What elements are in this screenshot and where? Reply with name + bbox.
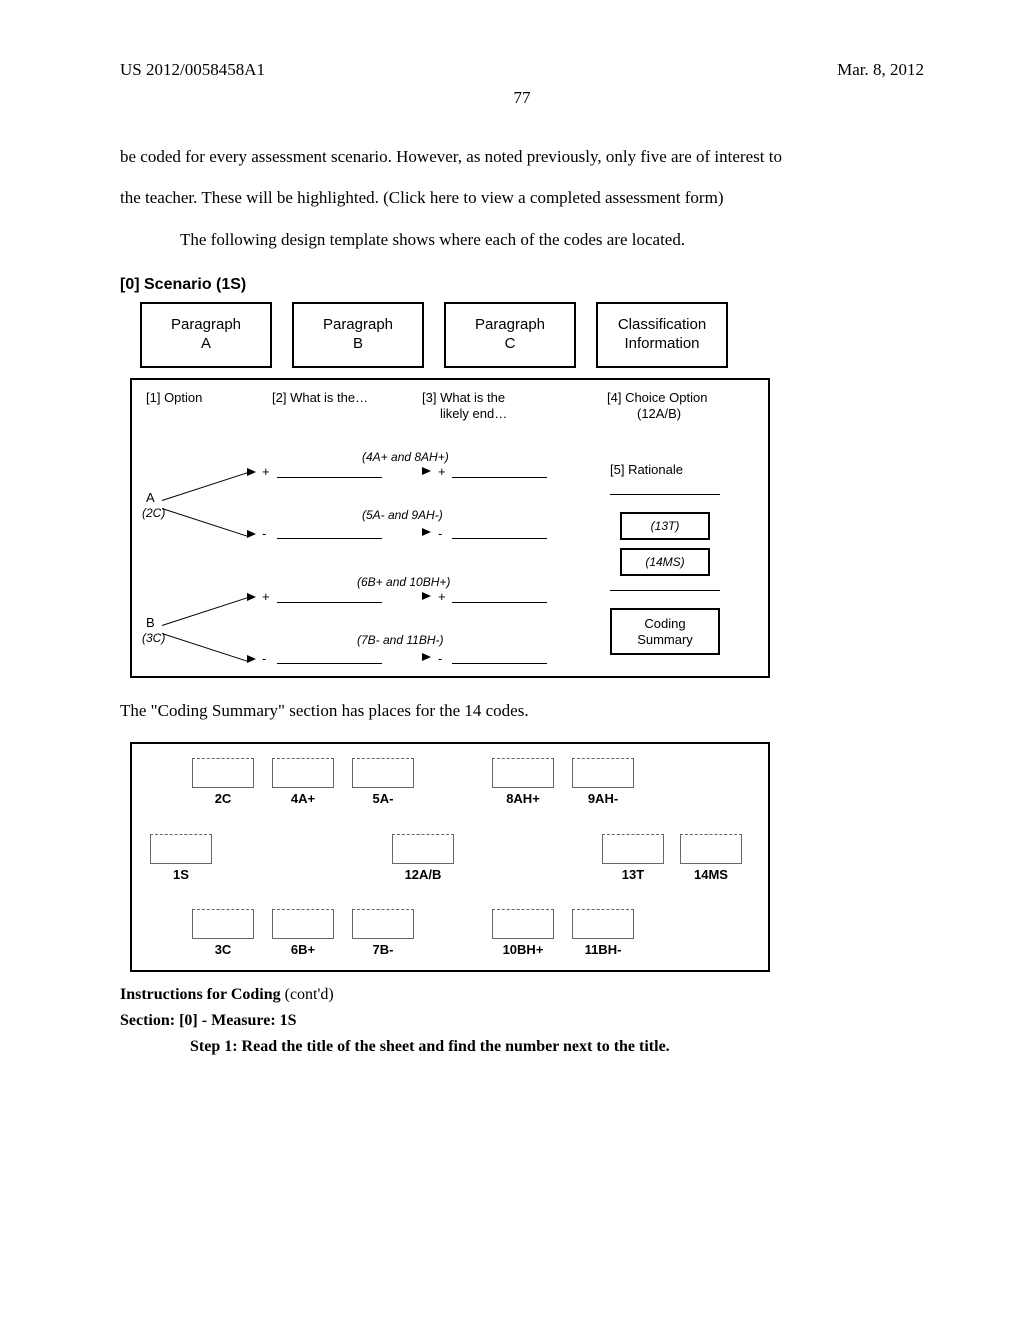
slot-14ms: 14MS xyxy=(680,834,742,882)
paragraph-box-a: Paragraph A xyxy=(140,302,272,368)
arrowhead-icon xyxy=(247,468,256,476)
slot-4a: 4A+ xyxy=(272,758,334,806)
mid-text: The "Coding Summary" section has places … xyxy=(120,692,924,729)
class-l2: Information xyxy=(598,335,726,354)
slot-2c: 2C xyxy=(192,758,254,806)
coding-diagram: [1] Option [2] What is the… [3] What is … xyxy=(130,378,770,678)
arrowhead-icon xyxy=(422,467,431,475)
class-l1: Classification xyxy=(598,316,726,335)
col3-head-b: likely end… xyxy=(440,406,507,421)
slot-5a: 5A- xyxy=(352,758,414,806)
slot-9ah: 9AH- xyxy=(572,758,634,806)
pub-date: Mar. 8, 2012 xyxy=(837,60,924,80)
slot-3c: 3C xyxy=(192,909,254,957)
para-c-l1: Paragraph xyxy=(446,316,574,335)
pub-number: US 2012/0058458A1 xyxy=(120,60,265,80)
branch3-label: (6B+ and 10BH+) xyxy=(357,575,450,589)
col3-head-a: [3] What is the xyxy=(422,390,505,405)
page-number: 77 xyxy=(120,88,924,108)
arrow-line xyxy=(277,663,382,664)
slot-1s: 1S xyxy=(150,834,212,882)
arrowhead-icon xyxy=(247,530,256,538)
node-a-label: A xyxy=(146,490,155,505)
arrow-line xyxy=(277,538,382,539)
arrow-line xyxy=(452,477,547,478)
slot-7b: 7B- xyxy=(352,909,414,957)
slot-6b: 6B+ xyxy=(272,909,334,957)
code-14ms: (14MS) xyxy=(620,548,710,576)
slot-11bh: 11BH- xyxy=(572,909,634,957)
rationale-line-2 xyxy=(610,590,720,591)
slot-10bh: 10BH+ xyxy=(492,909,554,957)
arrowhead-icon xyxy=(422,592,431,600)
arrow-line xyxy=(162,633,248,662)
header-row: US 2012/0058458A1 Mar. 8, 2012 xyxy=(120,60,924,80)
intro-line-2: the teacher. These will be highlighted. … xyxy=(120,179,924,216)
section-heading: Section: [0] - Measure: 1S xyxy=(120,1012,924,1030)
coding-summary-box: Coding Summary xyxy=(610,608,720,655)
paragraph-box-c: Paragraph C xyxy=(444,302,576,368)
paragraph-box-b: Paragraph B xyxy=(292,302,424,368)
para-b-l1: Paragraph xyxy=(294,316,422,335)
arrow-line xyxy=(162,508,248,537)
slot-8ah: 8AH+ xyxy=(492,758,554,806)
arrow-line xyxy=(162,597,248,626)
arrowhead-icon xyxy=(422,653,431,661)
branch4-label: (7B- and 11BH-) xyxy=(357,633,443,647)
para-a-l1: Paragraph xyxy=(142,316,270,335)
arrow-line xyxy=(452,663,547,664)
arrowhead-icon xyxy=(247,655,256,663)
slot-13t: 13T xyxy=(602,834,664,882)
arrowhead-icon xyxy=(422,528,431,536)
slot-12ab: 12A/B xyxy=(392,834,454,882)
scenario-heading: [0] Scenario (1S) xyxy=(120,276,924,294)
coding-summary-diagram: 2C 4A+ 5A- 8AH+ 9AH- 1S 12A/B 13T 14MS 3… xyxy=(130,742,770,972)
para-a-l2: A xyxy=(142,335,270,354)
rationale-label: [5] Rationale xyxy=(610,462,683,477)
branch1-label: (4A+ and 8AH+) xyxy=(362,450,449,464)
branch2-label: (5A- and 9AH-) xyxy=(362,508,443,522)
code-13t: (13T) xyxy=(620,512,710,540)
step-1: Step 1: Read the title of the sheet and … xyxy=(190,1038,924,1056)
intro-line-3: The following design template shows wher… xyxy=(120,221,924,258)
arrow-line xyxy=(162,472,248,501)
col1-head: [1] Option xyxy=(146,390,202,405)
para-c-l2: C xyxy=(446,335,574,354)
instructions-heading: Instructions for Coding (cont'd) xyxy=(120,986,924,1004)
arrow-line xyxy=(277,602,382,603)
intro-line-1: be coded for every assessment scenario. … xyxy=(120,138,924,175)
arrowhead-icon xyxy=(247,593,256,601)
node-b-label: B xyxy=(146,615,155,630)
arrow-line xyxy=(452,602,547,603)
para-b-l2: B xyxy=(294,335,422,354)
paragraph-box-row: Paragraph A Paragraph B Paragraph C Clas… xyxy=(140,302,924,368)
classification-box: Classification Information xyxy=(596,302,728,368)
col4-head-b: (12A/B) xyxy=(637,406,681,421)
arrow-line xyxy=(277,477,382,478)
col2-head: [2] What is the… xyxy=(272,390,368,405)
arrow-line xyxy=(452,538,547,539)
col4-head-a: [4] Choice Option xyxy=(607,390,707,405)
rationale-line xyxy=(610,494,720,495)
patent-page: US 2012/0058458A1 Mar. 8, 2012 77 be cod… xyxy=(0,0,1024,1256)
